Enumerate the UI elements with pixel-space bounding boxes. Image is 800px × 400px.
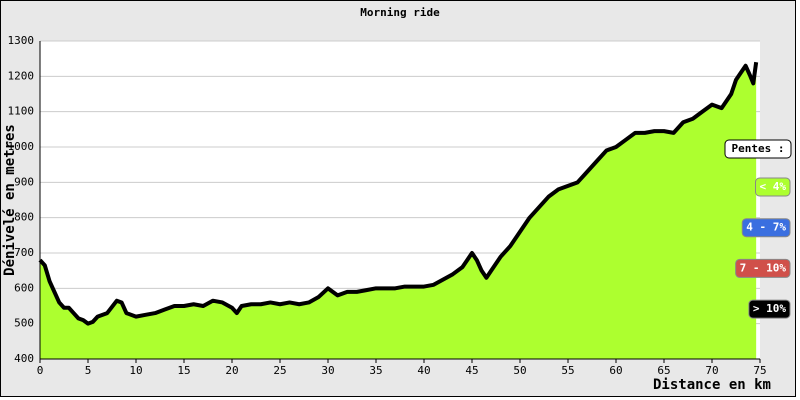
x-tick-label: 70	[705, 364, 718, 377]
y-tick-label: 1200	[8, 69, 35, 82]
y-tick-label: 1300	[8, 34, 35, 47]
legend-title-box	[724, 139, 792, 159]
x-tick-label: 60	[609, 364, 622, 377]
y-tick-label: 900	[14, 175, 34, 188]
x-tick-label: 35	[369, 364, 382, 377]
legend-swatch	[735, 258, 791, 278]
x-tick-label: 15	[177, 364, 190, 377]
y-tick-label: 700	[14, 246, 34, 259]
legend-label: 7 - 10%	[740, 261, 787, 274]
area	[40, 62, 757, 359]
y-tick-label: 800	[14, 211, 34, 224]
profile-line	[38, 61, 759, 326]
legend-label: < 4%	[760, 180, 787, 193]
legend-swatch	[748, 299, 791, 319]
x-tick-label: 0	[37, 364, 44, 377]
y-tick-label: 1000	[8, 140, 35, 153]
x-tick-label: 10	[129, 364, 142, 377]
x-tick-label: 30	[321, 364, 334, 377]
x-tick-label: 75	[753, 364, 766, 377]
legend-title: Pentes :	[732, 142, 785, 155]
y-tick-label: 400	[14, 352, 34, 365]
x-tick-label: 40	[417, 364, 430, 377]
chart-title: Morning ride	[360, 6, 440, 19]
x-tick-label: 20	[225, 364, 238, 377]
x-tick-label: 65	[657, 364, 670, 377]
y-axis-label: Dénivelé en metres	[2, 124, 18, 276]
legend-label: 4 - 7%	[746, 221, 786, 234]
legend-swatch	[741, 218, 791, 238]
y-tick-label: 500	[14, 317, 34, 330]
y-tick-label: 600	[14, 281, 34, 294]
x-tick-label: 5	[85, 364, 92, 377]
x-tick-label: 55	[561, 364, 574, 377]
legend-label: > 10%	[753, 302, 786, 315]
x-tick-label: 45	[465, 364, 478, 377]
x-tick-label: 50	[513, 364, 526, 377]
x-axis-label: Distance en km	[653, 377, 771, 393]
x-tick-label: 25	[273, 364, 286, 377]
y-tick-label: 1100	[8, 105, 35, 118]
legend-swatch	[755, 177, 791, 197]
